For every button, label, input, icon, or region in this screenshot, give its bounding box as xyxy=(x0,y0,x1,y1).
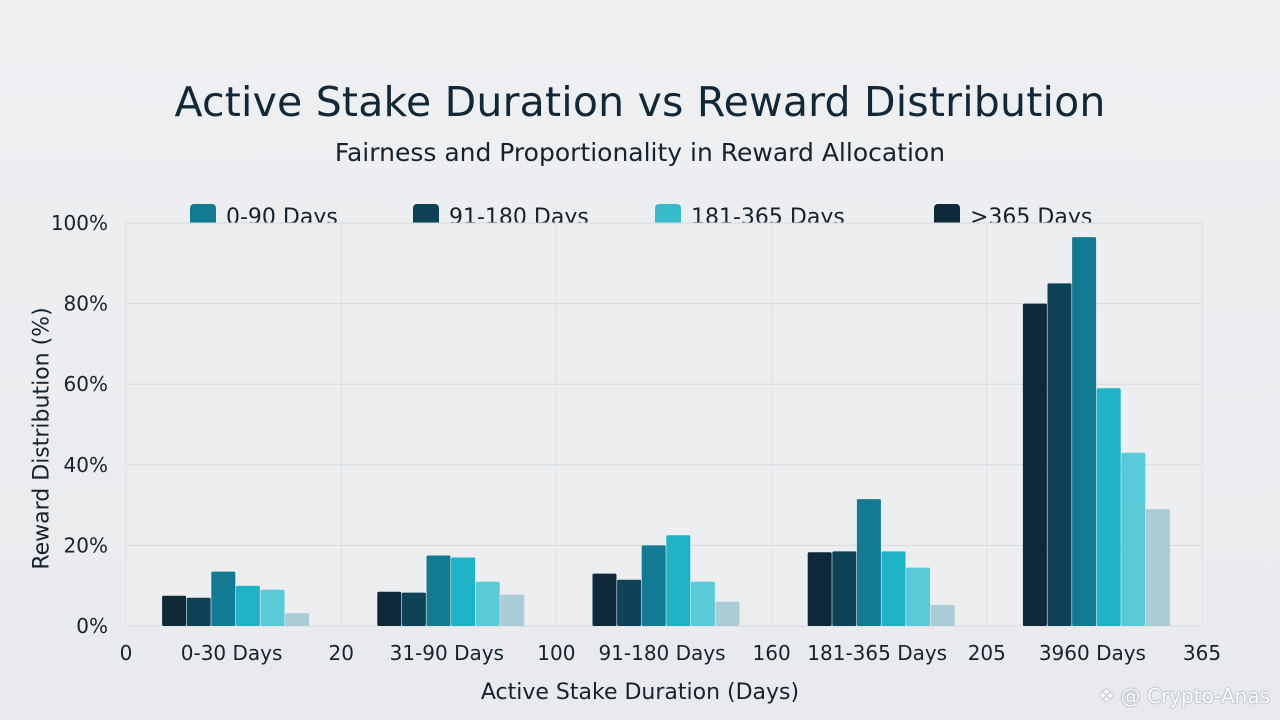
y-tick-label: 40% xyxy=(64,453,108,477)
bar xyxy=(186,597,211,626)
bar xyxy=(617,579,642,626)
bar xyxy=(260,589,285,626)
bar xyxy=(856,499,881,626)
bar xyxy=(807,552,832,626)
x-category-label: 91-180 Days xyxy=(598,641,725,665)
bar xyxy=(211,571,236,626)
bar xyxy=(666,535,691,626)
bar xyxy=(1121,452,1146,626)
bar xyxy=(1072,237,1097,626)
bar xyxy=(832,551,857,626)
bar xyxy=(881,551,906,626)
bar xyxy=(906,567,931,626)
bar xyxy=(641,545,666,626)
bar xyxy=(1145,509,1170,626)
bar xyxy=(451,557,476,626)
y-tick-label: 80% xyxy=(64,292,108,316)
x-tick-label: 20 xyxy=(328,641,353,665)
bar xyxy=(930,605,955,626)
x-tick-label: 205 xyxy=(968,641,1006,665)
y-tick-label: 100% xyxy=(51,211,108,235)
bar xyxy=(1022,303,1047,626)
bar xyxy=(235,585,260,626)
chart-title: Active Stake Duration vs Reward Distribu… xyxy=(174,78,1106,126)
bar xyxy=(592,573,617,626)
bar xyxy=(475,581,500,626)
x-tick-label: 100 xyxy=(537,641,575,665)
watermark: ❖ @ Crypto-Anas xyxy=(1099,684,1270,708)
bar xyxy=(426,555,451,626)
x-category-label: 3960 Days xyxy=(1039,641,1146,665)
watermark-text: @ Crypto-Anas xyxy=(1120,684,1270,708)
bar xyxy=(401,592,426,626)
x-category-label: 181-365 Days xyxy=(807,641,947,665)
x-tick-label: 365 xyxy=(1183,641,1221,665)
x-category-label: 0-30 Days xyxy=(181,641,283,665)
x-axis-label: Active Stake Duration (Days) xyxy=(480,680,800,705)
bar xyxy=(1047,283,1072,626)
y-tick-label: 60% xyxy=(64,372,108,396)
x-tick-label: 0 xyxy=(120,641,133,665)
bar xyxy=(285,613,310,626)
bar xyxy=(690,581,715,626)
bar xyxy=(715,601,740,626)
bar xyxy=(1096,388,1121,626)
bar xyxy=(162,595,187,626)
y-tick-label: 20% xyxy=(64,533,108,557)
y-axis-label: Reward Distribution (%) xyxy=(29,307,55,570)
x-category-label: 31-90 Days xyxy=(390,641,504,665)
binance-logo-icon: ❖ xyxy=(1098,685,1115,707)
bar xyxy=(377,591,402,626)
y-tick-label: 0% xyxy=(76,614,108,638)
chart-subtitle: Fairness and Proportionality in Reward A… xyxy=(334,138,946,167)
bar xyxy=(500,594,525,626)
x-tick-label: 160 xyxy=(753,641,791,665)
